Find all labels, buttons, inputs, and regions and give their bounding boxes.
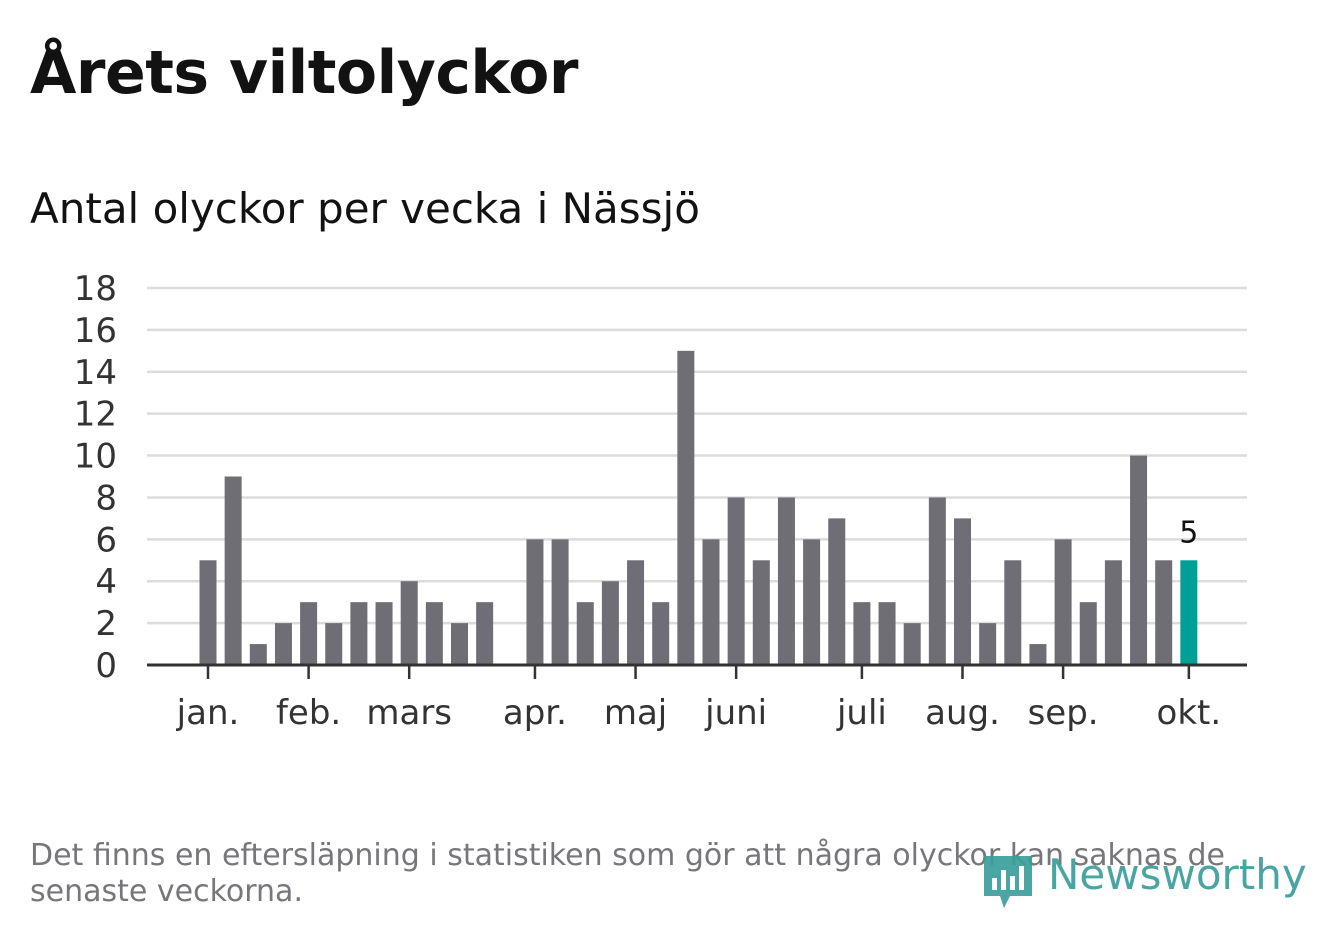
y-tick-label: 12	[74, 395, 117, 435]
bar	[928, 497, 946, 665]
logo-text: Newsworthy	[1048, 850, 1307, 899]
bar	[249, 644, 267, 665]
bar	[350, 602, 368, 665]
x-tick-label: apr.	[503, 693, 567, 733]
x-tick-label: juni	[704, 693, 767, 733]
bar	[375, 602, 393, 665]
bar-highlight	[1180, 560, 1198, 665]
bar	[677, 350, 695, 665]
bar	[627, 560, 645, 665]
x-tick-label: feb.	[276, 693, 341, 733]
y-tick-label: 2	[95, 604, 117, 644]
bar	[803, 539, 821, 665]
x-tick-label: mars	[366, 693, 452, 733]
bar	[752, 560, 770, 665]
annotations: 5	[1179, 515, 1198, 550]
bar	[1104, 560, 1122, 665]
chart-title: Årets viltolyckor	[30, 38, 579, 108]
bar	[551, 539, 569, 665]
bar	[777, 497, 795, 665]
y-tick-label: 4	[95, 562, 117, 602]
bar	[853, 602, 871, 665]
bar	[425, 602, 443, 665]
bar	[400, 581, 418, 665]
x-axis: jan. feb. mars apr. maj juni juli aug. sep. okt.	[147, 663, 1247, 733]
bar	[954, 518, 971, 665]
newsworthy-logo: Newsworthy	[980, 846, 1307, 912]
bar-chart-speech-bubble-icon	[984, 856, 1032, 908]
bar	[199, 560, 217, 665]
x-tick-label: jan.	[176, 693, 240, 733]
bar	[576, 602, 594, 665]
bar	[1130, 455, 1148, 665]
bar	[325, 623, 343, 665]
y-tick-label: 18	[74, 269, 117, 309]
x-tick-label: juli	[836, 693, 887, 733]
bar	[903, 623, 921, 665]
bar	[828, 518, 846, 665]
bar	[702, 539, 720, 665]
highlight-value-label: 5	[1179, 515, 1198, 550]
bar	[274, 623, 292, 665]
bar	[652, 602, 670, 665]
y-tick-label: 0	[95, 646, 117, 686]
y-tick-label: 8	[95, 478, 117, 518]
y-tick-label: 6	[95, 520, 117, 560]
bar	[979, 623, 997, 665]
y-tick-label: 16	[74, 311, 117, 351]
gridlines	[147, 286, 1247, 625]
bar	[1029, 644, 1047, 665]
bar	[476, 602, 494, 665]
bar	[451, 623, 468, 665]
bar	[878, 602, 896, 665]
bar	[224, 476, 242, 665]
bar	[601, 581, 619, 665]
y-tick-label: 10	[74, 437, 117, 477]
chart-subtitle: Antal olyckor per vecka i Nässjö	[30, 184, 700, 233]
bar	[1079, 602, 1097, 665]
x-tick-label: aug.	[925, 693, 1000, 733]
x-tick-label: okt.	[1157, 693, 1222, 733]
bar	[727, 497, 745, 665]
bar	[1054, 539, 1072, 665]
bars	[199, 350, 1198, 665]
y-tick-label: 14	[74, 353, 117, 393]
x-tick-label: sep.	[1028, 693, 1099, 733]
bar	[526, 539, 544, 665]
bar	[1155, 560, 1173, 665]
bar	[1004, 560, 1022, 665]
x-tick-label: maj	[604, 693, 667, 733]
bar	[300, 602, 318, 665]
